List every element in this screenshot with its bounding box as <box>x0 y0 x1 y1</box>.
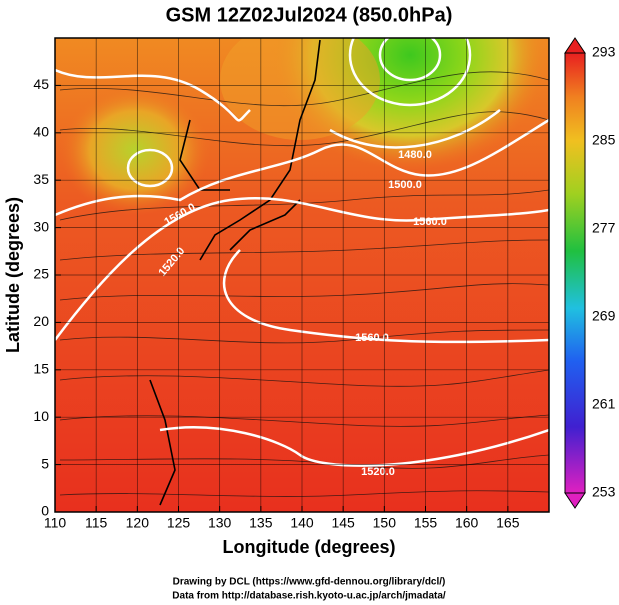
colorbar-tick-label: 269 <box>592 308 616 324</box>
contour-label: 1500.0 <box>388 179 422 191</box>
x-tick-label: 160 <box>455 515 479 531</box>
y-tick-label: 15 <box>33 361 49 377</box>
colorbar-tick-label: 293 <box>592 44 616 60</box>
y-tick-label: 45 <box>33 76 49 92</box>
x-tick-label: 165 <box>496 515 520 531</box>
colorbar-tick-label: 285 <box>592 132 616 148</box>
x-tick-label: 135 <box>249 515 273 531</box>
field <box>55 38 549 512</box>
y-tick-label: 35 <box>33 171 49 187</box>
y-tick-label: 0 <box>41 503 49 519</box>
x-tick-label: 125 <box>167 515 191 531</box>
x-tick-label: 155 <box>414 515 438 531</box>
x-tick-label: 140 <box>290 515 314 531</box>
x-axis-label: Longitude (degrees) <box>222 537 395 557</box>
x-tick-label: 120 <box>126 515 150 531</box>
x-tick-label: 145 <box>331 515 355 531</box>
x-tick-label: 115 <box>85 515 108 531</box>
credit: Data from http://database.rish.kyoto-u.a… <box>172 591 446 602</box>
y-tick-label: 30 <box>33 218 49 234</box>
y-tick-label: 5 <box>41 455 49 471</box>
contour-label: 1520.0 <box>361 466 395 478</box>
contour-label: 1560.0 <box>413 216 447 228</box>
title: GSM 12Z02Jul2024 (850.0hPa) <box>166 4 453 26</box>
y-tick-label: 40 <box>33 124 49 140</box>
plot-frame <box>54 37 550 513</box>
y-axis-label: Latitude (degrees) <box>3 197 23 353</box>
colorbar-tick-label: 277 <box>592 220 616 236</box>
credit: Drawing by DCL (https://www.gfd-dennou.o… <box>173 577 446 588</box>
colorbar <box>564 37 586 509</box>
contour-label: 1560.0 <box>355 332 389 344</box>
y-tick-label: 20 <box>33 313 49 329</box>
colorbar-tick-label: 253 <box>592 484 616 500</box>
x-tick-label: 110 <box>44 515 67 531</box>
y-tick-label: 10 <box>33 408 49 424</box>
colorbar-tick-label: 261 <box>592 396 616 412</box>
x-tick-label: 150 <box>373 515 397 531</box>
y-tick-label: 25 <box>33 266 49 282</box>
contour-label: 1480.0 <box>398 149 432 161</box>
x-tick-label: 130 <box>208 515 232 531</box>
